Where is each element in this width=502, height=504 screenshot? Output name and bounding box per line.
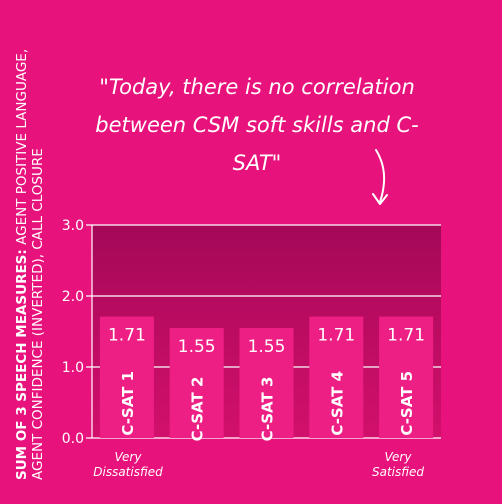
x-end-label-right: Very Satisfied [371,450,424,479]
quote-arrow-head [372,193,388,205]
bar-category-label: C-SAT 4 [328,371,346,436]
bar-category-label: C-SAT 5 [398,371,416,436]
bar [379,316,434,438]
bar-value-label: 1.71 [387,326,425,346]
y-tick-label: 1.0 [62,360,84,376]
bar-category-label: C-SAT 3 [259,377,277,442]
y-tick-label: 0.0 [62,431,84,447]
bar-category-label: C-SAT 2 [189,377,207,442]
bar [99,316,154,438]
y-tick-label: 3.0 [62,218,84,234]
bar-value-label: 1.71 [317,326,355,346]
bar-category-label: C-SAT 1 [119,371,137,436]
quote-annotation: "Today, there is no correlation between … [95,75,419,175]
x-end-label-left: Very Dissatisfied [93,450,163,479]
bar [169,327,224,438]
bar [239,327,294,438]
bar-value-label: 1.71 [108,326,146,346]
y-tick-label: 2.0 [62,289,84,305]
bar [309,316,364,438]
quote-arrow [375,149,386,203]
bar-value-label: 1.55 [248,337,286,357]
bar-value-label: 1.55 [178,337,216,357]
